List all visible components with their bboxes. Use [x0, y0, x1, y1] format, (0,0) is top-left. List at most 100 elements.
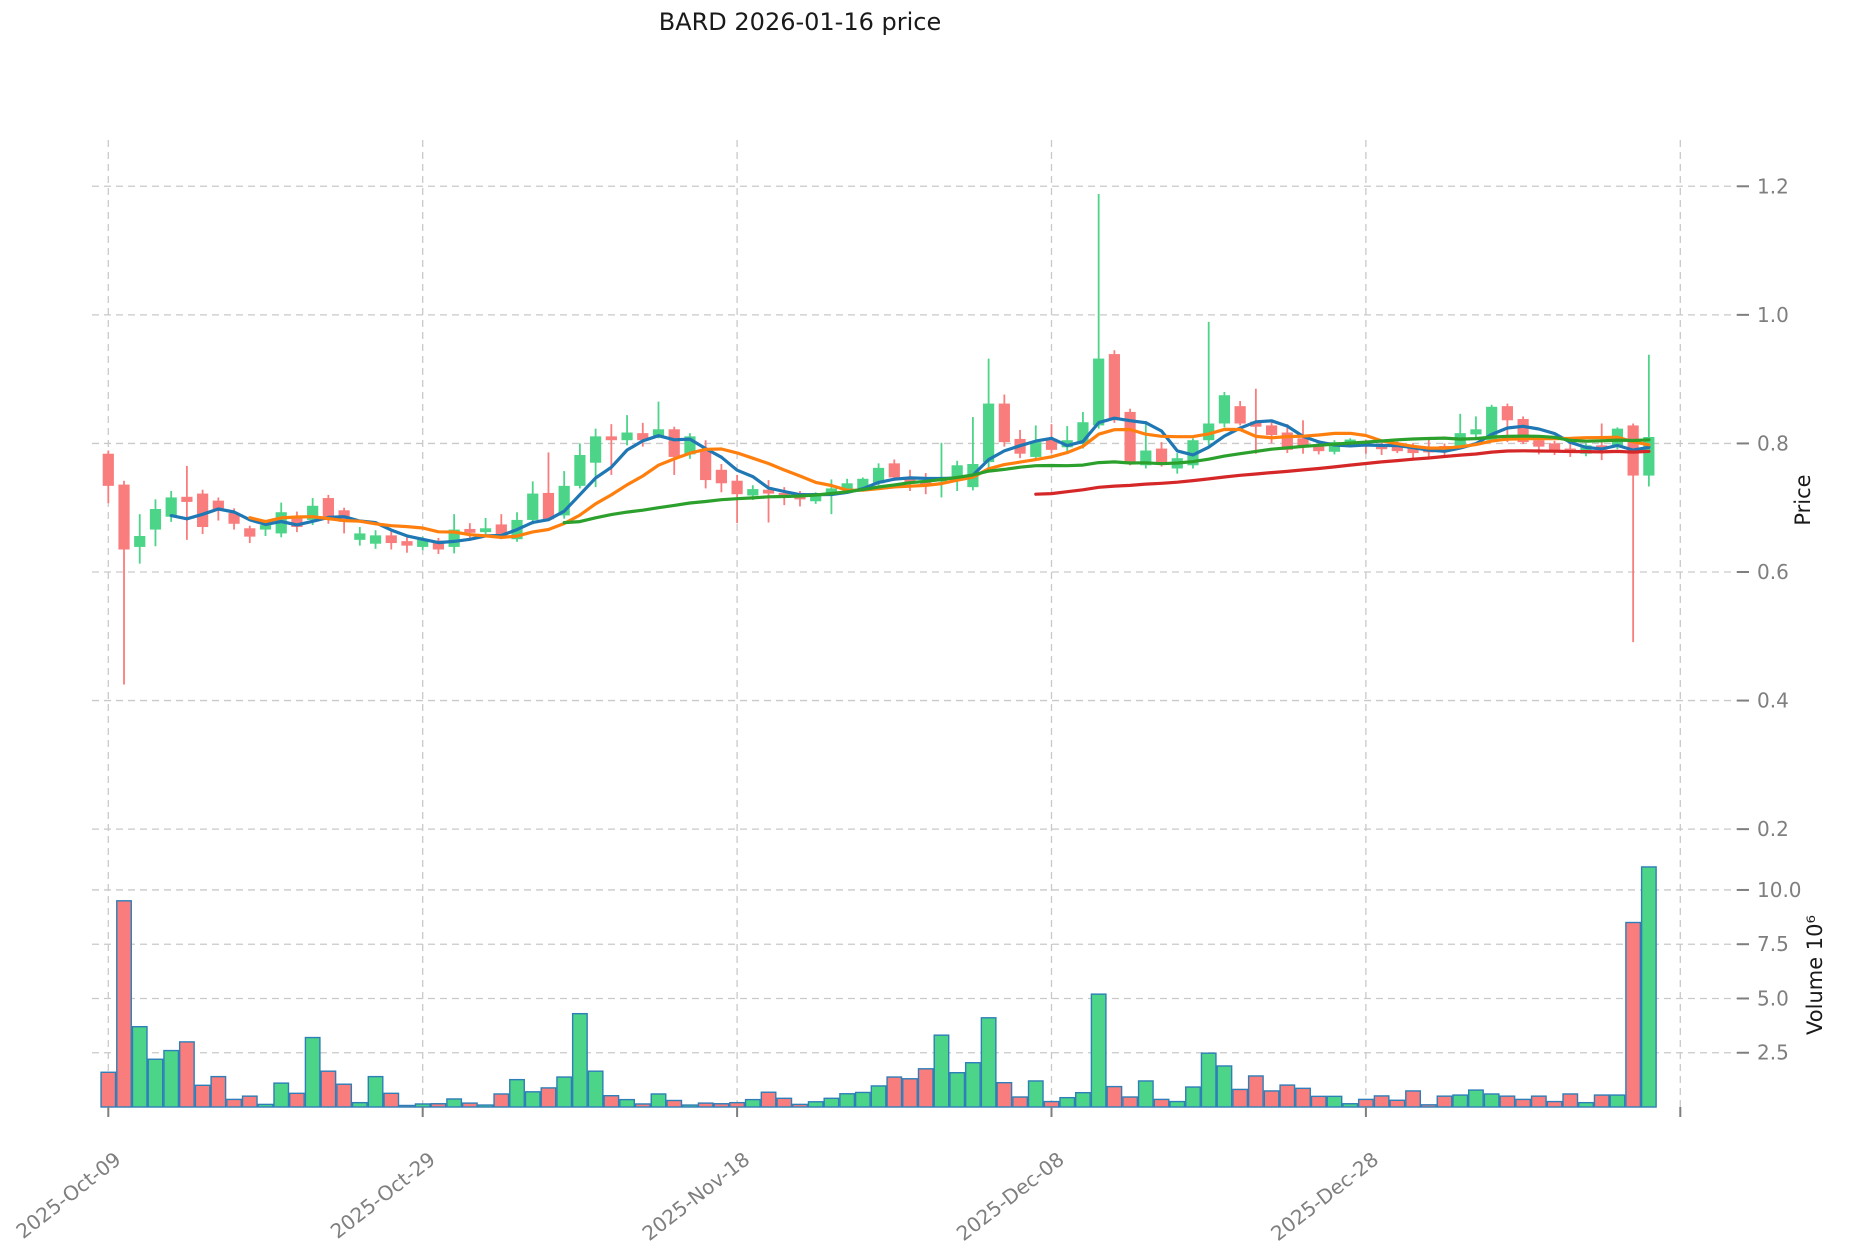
volume-bar: [446, 1098, 463, 1108]
x-tick-label: 2025-Dec-08: [952, 1147, 1069, 1246]
volume-bar: [1342, 1103, 1359, 1108]
volume-bar: [257, 1103, 274, 1108]
candlestick: [1627, 423, 1639, 643]
volume-bar: [147, 1058, 164, 1108]
volume-axis-label: Volume 10⁶: [1803, 915, 1827, 1035]
volume-bar: [603, 1095, 620, 1108]
volume-bar: [351, 1101, 368, 1108]
candlestick: [479, 518, 492, 536]
y-tick-label: 1.0: [1757, 303, 1789, 327]
volume-bar: [996, 1081, 1013, 1108]
volume-bar: [100, 1071, 117, 1108]
volume-bar: [1263, 1090, 1280, 1108]
y-tick-label: 0.4: [1757, 689, 1789, 713]
volume-bar: [336, 1083, 353, 1108]
volume-bars: [100, 866, 1657, 1108]
volume-bar: [304, 1036, 321, 1108]
volume-bar: [1593, 1094, 1610, 1108]
volume-bar: [320, 1070, 337, 1108]
x-tick-label: 2025-Oct-29: [326, 1147, 440, 1243]
y-tick-label: 7.5: [1757, 932, 1789, 956]
candlestick: [1234, 401, 1246, 426]
volume-bar: [1578, 1101, 1594, 1108]
volume-bar: [493, 1093, 510, 1108]
volume-bar: [792, 1103, 808, 1108]
volume-bar: [163, 1049, 180, 1108]
candlestick: [1124, 408, 1136, 466]
volume-bar: [634, 1103, 651, 1108]
y-tick-label: 5.0: [1757, 986, 1789, 1010]
candlestick: [935, 442, 948, 498]
volume-bar: [587, 1070, 604, 1108]
volume-bar: [776, 1097, 793, 1108]
candlestick: [1454, 413, 1466, 449]
volume-bar: [1012, 1096, 1029, 1108]
volume-bar: [713, 1103, 730, 1108]
ma-line-ma5: [169, 416, 1651, 545]
volume-bar: [509, 1078, 525, 1108]
volume-bar: [870, 1085, 887, 1108]
volume-bar: [524, 1091, 541, 1108]
volume-bar: [1467, 1089, 1484, 1108]
volume-bar: [273, 1082, 290, 1108]
x-tick-label: 2025-Dec-28: [1266, 1147, 1383, 1246]
volume-bar: [116, 900, 132, 1108]
chart-title: BARD 2026-01-16 price: [659, 8, 942, 36]
volume-bar: [1530, 1095, 1547, 1108]
volume-bar: [430, 1103, 447, 1108]
volume-bar: [1027, 1080, 1044, 1108]
volume-bar: [886, 1076, 903, 1108]
volume-bar: [1405, 1090, 1422, 1108]
volume-bar: [571, 1012, 588, 1108]
candlestick: [369, 530, 382, 549]
volume-bar: [681, 1104, 698, 1108]
candlestick: [118, 480, 130, 685]
volume-bar: [1373, 1095, 1390, 1108]
volume-bar: [1546, 1100, 1563, 1108]
candlestick: [1643, 354, 1655, 487]
y-tick-label: 10.0: [1757, 878, 1802, 902]
y-tick-label: 0.6: [1757, 560, 1789, 584]
volume-bar: [194, 1084, 211, 1108]
volume-bar: [917, 1068, 934, 1108]
volume-bar: [980, 1017, 997, 1108]
candlestick: [574, 443, 586, 489]
volume-bar: [226, 1098, 243, 1108]
volume-bar: [1326, 1095, 1343, 1108]
volume-bar: [854, 1091, 871, 1108]
volume-bar: [1216, 1065, 1233, 1108]
volume-bar: [666, 1099, 683, 1108]
volume-bar: [1295, 1087, 1311, 1108]
volume-bar: [1609, 1094, 1626, 1108]
candlestick: [448, 514, 460, 554]
volume-bar: [839, 1093, 856, 1108]
candlestick: [1108, 350, 1120, 423]
candlestick: [998, 394, 1010, 447]
volume-bar: [210, 1075, 227, 1108]
candlestick: [401, 537, 413, 553]
volume-bar: [1059, 1096, 1076, 1108]
candlestick: [291, 511, 303, 533]
volume-bar: [383, 1092, 400, 1108]
volume-bar: [461, 1102, 478, 1108]
volume-bar: [1169, 1100, 1186, 1108]
candlestick: [1218, 392, 1231, 428]
candlestick: [354, 527, 366, 546]
x-tick-label: 2025-Nov-18: [638, 1147, 755, 1246]
candlestick: [983, 358, 995, 469]
volume-bar: [1137, 1080, 1154, 1108]
volume-bar: [399, 1104, 415, 1108]
volume-bar: [1357, 1098, 1374, 1108]
volume-bar: [1247, 1075, 1264, 1108]
volume-bar: [1436, 1095, 1453, 1108]
ma-line-ma60: [1034, 449, 1651, 496]
candlestick: [244, 525, 256, 544]
y-tick-label: 2.5: [1757, 1041, 1789, 1065]
volume-bar: [1185, 1086, 1201, 1108]
volume-bar: [1310, 1095, 1327, 1108]
candlestick: [1203, 321, 1215, 446]
candlestick: [668, 426, 680, 475]
volume-bar: [619, 1098, 636, 1108]
volume-bar: [1625, 921, 1642, 1108]
